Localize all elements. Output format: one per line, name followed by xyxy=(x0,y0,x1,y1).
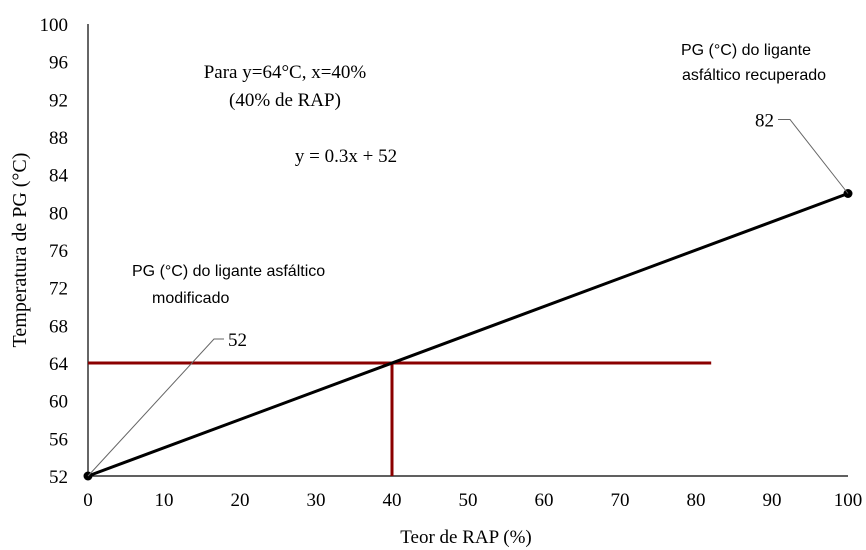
y-tick-label: 52 xyxy=(49,467,68,488)
annotation-modified-line2: modificado xyxy=(152,290,229,307)
y-tick-label: 72 xyxy=(49,279,68,300)
x-tick-label: 0 xyxy=(83,490,93,511)
x-tick-label: 60 xyxy=(535,490,554,511)
y-tick-label: 76 xyxy=(49,241,68,262)
y-tick-label: 80 xyxy=(49,203,68,224)
x-tick-labels: 0 10 20 30 40 50 60 70 80 90 100 xyxy=(83,490,862,511)
x-tick-label: 10 xyxy=(155,490,174,511)
y-tick-label: 68 xyxy=(49,316,68,337)
y-axis-title: Temperatura de PG (°C) xyxy=(9,153,31,348)
x-tick-label: 70 xyxy=(611,490,630,511)
annotation-condition-line1: Para y=64°C, x=40% xyxy=(204,62,367,83)
y-tick-label: 56 xyxy=(49,429,68,450)
leader-line-52 xyxy=(87,338,224,477)
point-label-52: 52 xyxy=(228,330,247,351)
series-line xyxy=(87,192,849,478)
x-axis-title: Teor de RAP (%) xyxy=(400,527,531,548)
y-tick-label: 64 xyxy=(49,354,69,375)
annotation-recovered-line2: asfáltico recuperado xyxy=(682,67,826,84)
annotation-equation: y = 0.3x + 52 xyxy=(295,146,397,167)
x-tick-label: 40 xyxy=(383,490,402,511)
x-tick-label: 90 xyxy=(763,490,782,511)
point-label-82: 82 xyxy=(755,111,774,132)
series-group xyxy=(83,189,853,481)
x-tick-label: 100 xyxy=(834,490,863,511)
x-tick-label: 20 xyxy=(231,490,250,511)
leader-line-82 xyxy=(778,119,849,194)
y-tick-label: 88 xyxy=(49,128,68,149)
annotation-condition-line2: (40% de RAP) xyxy=(229,90,341,111)
annotation-modified-line1: PG (°C) do ligante asfáltico xyxy=(132,263,325,280)
x-tick-label: 30 xyxy=(307,490,326,511)
x-tick-label: 80 xyxy=(687,490,706,511)
y-tick-label: 100 xyxy=(40,15,69,36)
y-tick-label: 60 xyxy=(49,392,68,413)
y-tick-label: 92 xyxy=(49,90,68,111)
annotation-recovered-line1: PG (°C) do ligante xyxy=(681,42,811,59)
x-tick-label: 50 xyxy=(459,490,478,511)
y-tick-label: 84 xyxy=(49,166,69,187)
y-tick-labels: 52 56 60 64 68 72 76 80 84 88 92 96 100 xyxy=(40,15,69,488)
y-tick-label: 96 xyxy=(49,53,68,74)
